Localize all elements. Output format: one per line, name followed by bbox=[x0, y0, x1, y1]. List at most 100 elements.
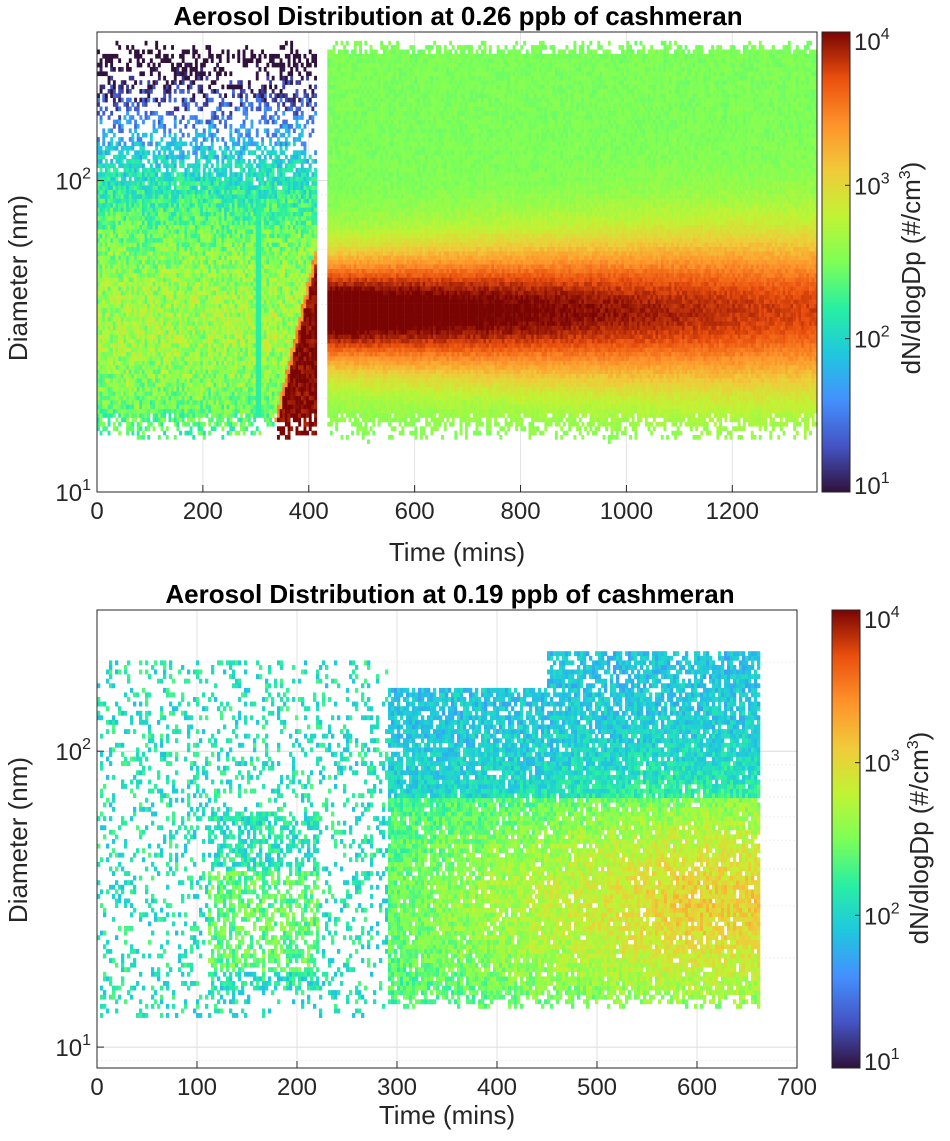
chart-1-heatmap-cell bbox=[136, 286, 140, 291]
chart-1-heatmap-cell bbox=[189, 67, 193, 72]
chart-1-heatmap-cell bbox=[149, 181, 153, 186]
chart-1-heatmap-cell bbox=[250, 395, 254, 401]
chart-1-heatmap-cell bbox=[232, 391, 235, 396]
chart-1-heatmap-cell bbox=[131, 181, 135, 186]
chart-1-heatmap-cell bbox=[269, 181, 272, 186]
chart-1-heatmap-cell bbox=[165, 277, 169, 282]
chart-1-heatmap-cell bbox=[226, 299, 230, 304]
chart-1-heatmap-cell bbox=[197, 167, 201, 173]
chart-1-heatmap-cell bbox=[208, 264, 212, 269]
chart-1-heatmap-cell bbox=[200, 391, 204, 396]
chart-1-heatmap-cell bbox=[269, 251, 272, 256]
chart-1-heatmap-cell bbox=[160, 176, 164, 182]
chart-1-heatmap-cell bbox=[131, 400, 135, 405]
chart-1-heatmap-cell bbox=[97, 360, 100, 366]
chart-1-heatmap-cell bbox=[102, 110, 106, 116]
chart-1-heatmap-cell bbox=[139, 211, 143, 217]
chart-1-heatmap-cell bbox=[266, 150, 270, 155]
chart-1-heatmap-cell bbox=[202, 167, 206, 173]
chart-1-heatmap-cell bbox=[210, 378, 214, 383]
chart-1-heatmap-cell bbox=[131, 194, 135, 199]
chart-1-heatmap-cell bbox=[165, 290, 169, 296]
chart-1-heatmap-cell bbox=[139, 334, 143, 339]
chart-1-heatmap-cell bbox=[126, 229, 129, 234]
chart-1-heatmap-cell bbox=[202, 255, 206, 261]
chart-1-heatmap-cell bbox=[218, 167, 222, 173]
chart-1-heatmap-cell bbox=[179, 207, 182, 212]
chart-1-heatmap-cell bbox=[279, 45, 283, 50]
chart-1-heatmap-cell bbox=[168, 181, 172, 186]
chart-1-heatmap-cell bbox=[194, 189, 198, 195]
chart-1-heatmap-cell bbox=[229, 430, 233, 436]
chart-1-heatmap-cell bbox=[216, 273, 219, 278]
chart-1-heatmap-cell bbox=[194, 312, 198, 318]
chart-1-heatmap-cell bbox=[269, 386, 272, 392]
chart-1-heatmap-cell bbox=[187, 194, 190, 199]
chart-1-heatmap-cell bbox=[208, 53, 212, 59]
chart-1-heatmap-cell bbox=[200, 395, 204, 401]
chart-1-heatmap-cell bbox=[126, 365, 129, 370]
chart-1-heatmap-cell bbox=[205, 75, 209, 81]
chart-1-heatmap-cell bbox=[168, 281, 172, 287]
chart-1-heatmap-cell bbox=[187, 273, 190, 278]
chart-1-heatmap-cell bbox=[239, 124, 243, 129]
chart-1-heatmap-cell bbox=[279, 338, 283, 344]
chart-1-heatmap-cell bbox=[184, 211, 188, 217]
chart-1-heatmap-cell bbox=[258, 194, 262, 199]
chart-1-heatmap-cell bbox=[216, 286, 219, 291]
chart-1-heatmap-cell bbox=[102, 185, 106, 190]
chart-1-heatmap-cell bbox=[216, 386, 219, 392]
chart-1-heatmap-cell bbox=[200, 259, 204, 265]
chart-1-heatmap-cell bbox=[263, 198, 267, 204]
chart-1-heatmap-cell bbox=[155, 80, 159, 85]
chart-1-heatmap-cell bbox=[269, 312, 272, 318]
chart-1-heatmap-cell bbox=[247, 400, 251, 405]
chart-1-heatmap-cell bbox=[173, 141, 177, 147]
chart-1-heatmap-cell bbox=[99, 290, 103, 296]
chart-1-heatmap-cell bbox=[194, 58, 198, 63]
chart-1-heatmap-cell bbox=[279, 189, 283, 195]
chart-1-heatmap-cell bbox=[208, 421, 212, 427]
chart-1-heatmap-cell bbox=[184, 312, 188, 318]
chart-1-heatmap-cell bbox=[147, 308, 151, 313]
chart-1-heatmap-cell bbox=[258, 198, 262, 204]
chart-1-heatmap-cell bbox=[123, 259, 127, 265]
chart-1-heatmap-cell bbox=[184, 97, 188, 103]
chart-1-heatmap-cell bbox=[255, 281, 259, 287]
chart-1-heatmap-cell bbox=[229, 386, 233, 392]
chart-1-heatmap-cell bbox=[160, 351, 164, 357]
chart-1-heatmap-cell bbox=[250, 259, 254, 265]
chart-1-heatmap-cell bbox=[224, 365, 227, 370]
chart-1-heatmap-cell bbox=[197, 303, 201, 309]
chart-1-heatmap-cell bbox=[250, 172, 254, 177]
chart-1-heatmap-cell bbox=[205, 386, 209, 392]
chart-1-heatmap-cell bbox=[176, 84, 180, 90]
chart-1-heatmap-cell bbox=[187, 351, 190, 357]
chart-1-heatmap-cell bbox=[247, 365, 251, 370]
chart-1-heatmap-cell bbox=[112, 102, 116, 107]
chart-1-heatmap-cell bbox=[163, 185, 167, 190]
chart-1-heatmap-cell bbox=[134, 202, 137, 208]
chart-1-heatmap-cell bbox=[239, 268, 243, 274]
chart-1-heatmap-cell bbox=[187, 259, 190, 265]
chart-1-heatmap-cell bbox=[139, 159, 143, 164]
chart-1-heatmap-cell bbox=[189, 229, 193, 234]
chart-1-heatmap-cell bbox=[197, 194, 201, 199]
chart-1-heatmap-cell bbox=[165, 365, 169, 370]
chart-1-heatmap-cell bbox=[226, 294, 230, 300]
chart-1-heatmap-cell bbox=[229, 124, 233, 129]
chart-1-heatmap-cell bbox=[213, 115, 217, 120]
chart-1-heatmap-cell bbox=[142, 290, 145, 296]
chart-1-heatmap-cell bbox=[184, 365, 188, 370]
chart-1-heatmap-cell bbox=[279, 325, 283, 331]
chart-1-heatmap-cell bbox=[104, 207, 108, 212]
chart-1-heatmap-cell bbox=[118, 395, 122, 401]
chart-1-heatmap-cell bbox=[237, 211, 241, 217]
chart-1-heatmap-cell bbox=[181, 233, 185, 239]
chart-1-heatmap-cell bbox=[149, 220, 153, 226]
chart-1-heatmap-cell bbox=[152, 299, 156, 304]
chart-1-heatmap-cell bbox=[282, 365, 286, 370]
chart-1-heatmap-cell bbox=[181, 207, 185, 212]
chart-1-heatmap-cell bbox=[194, 128, 198, 134]
chart-1-heatmap-cell bbox=[274, 299, 278, 304]
